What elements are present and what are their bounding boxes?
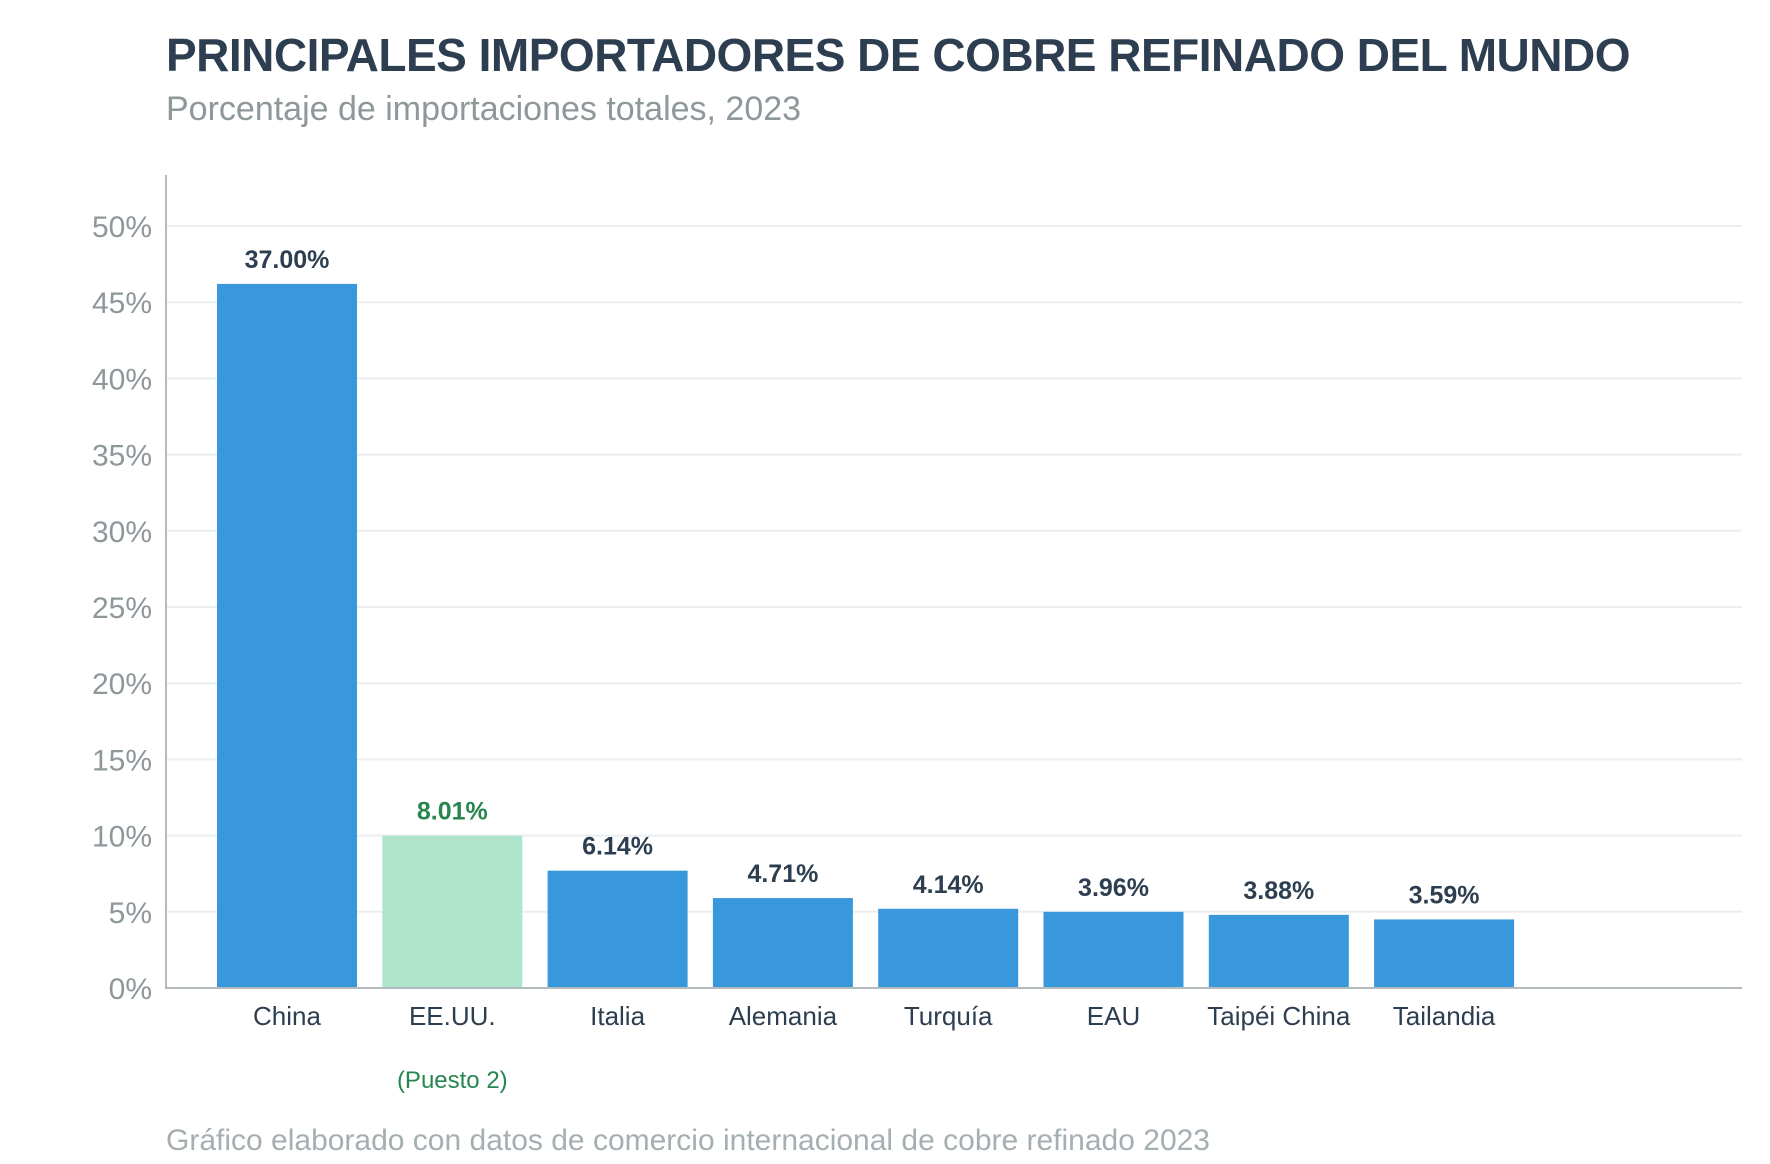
grid-lines [166,225,1742,913]
y-tick-label: 35% [92,440,152,473]
value-label: 3.96% [1078,874,1149,902]
value-label: 8.01% [417,798,488,826]
chart-title: PRINCIPALES IMPORTADORES DE COBRE REFINA… [166,29,1630,81]
chart-subtitle: Porcentaje de importaciones totales, 202… [166,90,802,128]
value-label: 3.59% [1409,881,1480,909]
bar-eau [1043,911,1184,988]
category-label: Turquía [904,1001,993,1031]
category-label: Alemania [729,1001,838,1031]
value-label: 6.14% [582,833,653,861]
value-label: 4.71% [747,860,818,888]
bar-italia [547,870,688,988]
y-tick-label: 20% [92,668,152,701]
highlight-note: (Puesto 2) [397,1067,508,1094]
y-tick-label: 40% [92,363,152,396]
category-label: Tailandia [1393,1001,1496,1031]
category-label: EAU [1087,1001,1140,1031]
bar-taip-i-china [1208,914,1349,988]
value-labels: 37.00% 8.01% 6.14% 4.71% 4.14% 3.96% 3.88% 3.59… [245,246,1480,910]
y-tick-label: 10% [92,821,152,854]
value-label: 3.88% [1243,877,1314,905]
y-axis-ticks: 0% 5% 10% 15% 20% 25% 30% 35% 40% 45% 50% [92,211,152,1006]
category-label: EE.UU. [409,1001,496,1031]
y-tick-label: 15% [92,744,152,777]
category-label: Taipéi China [1207,1001,1351,1031]
value-label: 4.14% [913,871,984,899]
bar-ee-uu [382,835,523,988]
y-tick-label: 50% [92,211,152,244]
y-tick-label: 30% [92,516,152,549]
y-tick-label: 25% [92,592,152,625]
bar-tailandia [1374,919,1515,988]
category-label: China [253,1001,321,1031]
x-axis-labels: China EE.UU. (Puesto 2) Italia Alemania Turqu… [253,1001,1496,1094]
bar-china [217,283,357,988]
bars [217,283,1515,988]
bar-alemania [712,898,853,988]
y-tick-label: 5% [109,897,152,930]
y-tick-label: 45% [92,287,152,320]
chart-footnote: Gráfico elaborado con datos de comercio … [166,1124,1210,1157]
bar-turqu-a [878,908,1019,988]
category-label: Italia [590,1001,645,1031]
value-label: 37.00% [245,246,330,274]
axes [165,175,1742,989]
y-tick-label: 0% [109,973,152,1006]
